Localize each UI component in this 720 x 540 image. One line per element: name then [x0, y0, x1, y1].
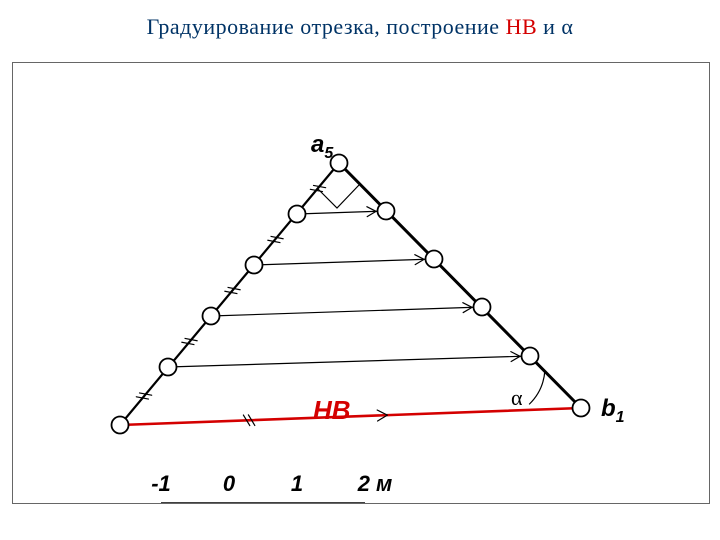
label-b1-main: b: [601, 395, 616, 422]
label-a5-sub: 5: [324, 145, 333, 162]
title-hb: НВ: [506, 14, 538, 39]
label-a5-main: а: [311, 131, 324, 158]
diagram-svg: [13, 63, 709, 503]
label-alpha: α: [511, 385, 523, 411]
diagram-frame: а5 b1 НВ α -1 0 1 2 м: [12, 62, 710, 504]
label-hb: НВ: [313, 395, 351, 426]
label-b1: b1: [601, 395, 625, 427]
scale-label-1: 1: [267, 471, 327, 497]
label-a5: а5: [311, 131, 333, 163]
title-suffix: и α: [537, 14, 573, 39]
scale-label-0: 0: [199, 471, 259, 497]
title-prefix: Градуирование отрезка, построение: [147, 14, 506, 39]
page-title: Градуирование отрезка, построение НВ и α: [0, 0, 720, 40]
label-b1-sub: 1: [616, 409, 625, 426]
scale-label-2m: 2 м: [335, 471, 415, 497]
scale-label-minus1: -1: [131, 471, 191, 497]
